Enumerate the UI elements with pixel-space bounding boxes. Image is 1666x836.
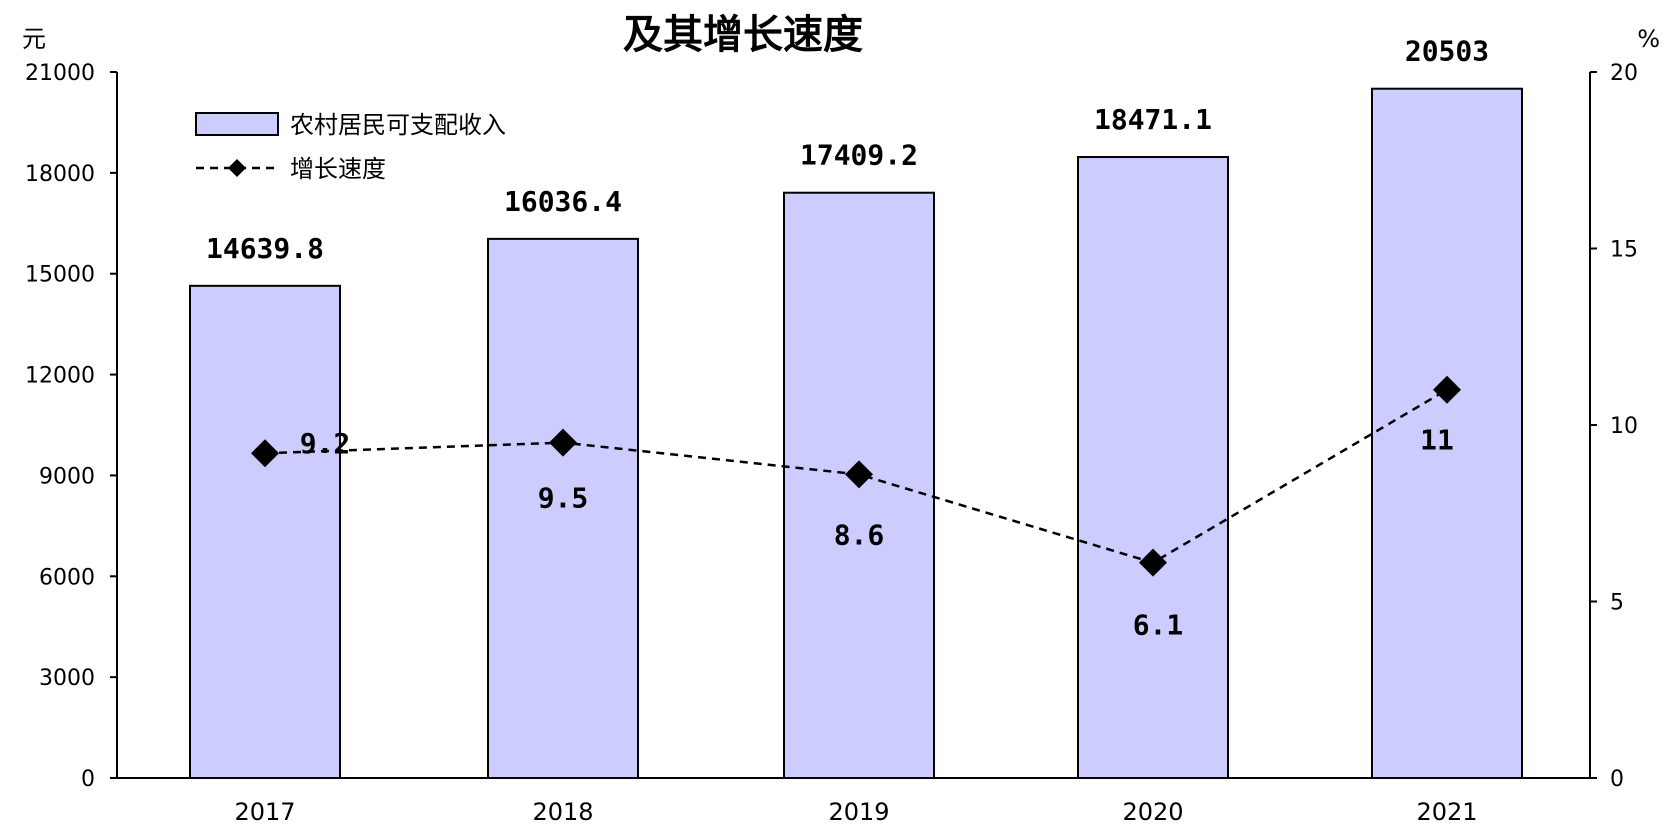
right-axis-unit: % bbox=[1637, 25, 1660, 53]
income-bar-label: 14639.8 bbox=[206, 232, 324, 265]
growth-rate-marker bbox=[549, 428, 577, 457]
left-tick-label: 21000 bbox=[25, 61, 95, 86]
right-tick-label: 15 bbox=[1610, 238, 1638, 263]
legend-growth-label: 增长速度 bbox=[290, 155, 386, 183]
growth-rate-marker bbox=[845, 460, 873, 489]
right-tick-label: 5 bbox=[1610, 591, 1624, 616]
right-tick-label: 0 bbox=[1610, 767, 1624, 792]
growth-rate-marker bbox=[251, 439, 279, 468]
left-tick-label: 0 bbox=[81, 767, 95, 792]
chart-title: 及其增长速度 bbox=[623, 11, 863, 58]
x-category-label: 2020 bbox=[1122, 798, 1183, 826]
growth-rate-marker bbox=[1139, 548, 1167, 577]
legend-growth-marker bbox=[228, 159, 246, 177]
right-tick-label: 10 bbox=[1610, 414, 1638, 439]
income-bar bbox=[1371, 87, 1523, 779]
legend-income-swatch bbox=[195, 112, 279, 136]
growth-rate-label: 6.1 bbox=[1133, 609, 1184, 642]
left-tick-label: 15000 bbox=[25, 263, 95, 288]
left-tick-label: 3000 bbox=[39, 666, 95, 691]
income-bar-label: 20503 bbox=[1405, 35, 1489, 68]
x-category-label: 2018 bbox=[532, 798, 593, 826]
left-tick-label: 12000 bbox=[25, 364, 95, 389]
income-bar-label: 18471.1 bbox=[1094, 103, 1212, 136]
x-category-label: 2019 bbox=[828, 798, 889, 826]
left-tick-label: 18000 bbox=[25, 162, 95, 187]
legend-income-label: 农村居民可支配收入 bbox=[290, 111, 506, 139]
right-tick-label: 20 bbox=[1610, 61, 1638, 86]
left-axis-unit: 元 bbox=[22, 25, 46, 53]
income-bar bbox=[1077, 156, 1229, 779]
income-bar bbox=[189, 284, 341, 779]
growth-rate-label: 9.2 bbox=[300, 427, 351, 460]
growth-rate-marker bbox=[1433, 375, 1461, 404]
x-category-label: 2021 bbox=[1416, 798, 1477, 826]
income-bar-label: 16036.4 bbox=[504, 185, 622, 218]
growth-rate-label: 8.6 bbox=[834, 518, 885, 551]
growth-rate-label: 9.5 bbox=[538, 482, 589, 515]
left-tick-label: 9000 bbox=[39, 464, 95, 489]
income-bar bbox=[487, 237, 639, 779]
left-tick-label: 6000 bbox=[39, 565, 95, 590]
income-bar-label: 17409.2 bbox=[800, 139, 918, 172]
growth-rate-label: 11 bbox=[1420, 424, 1454, 457]
x-category-label: 2017 bbox=[234, 798, 295, 826]
